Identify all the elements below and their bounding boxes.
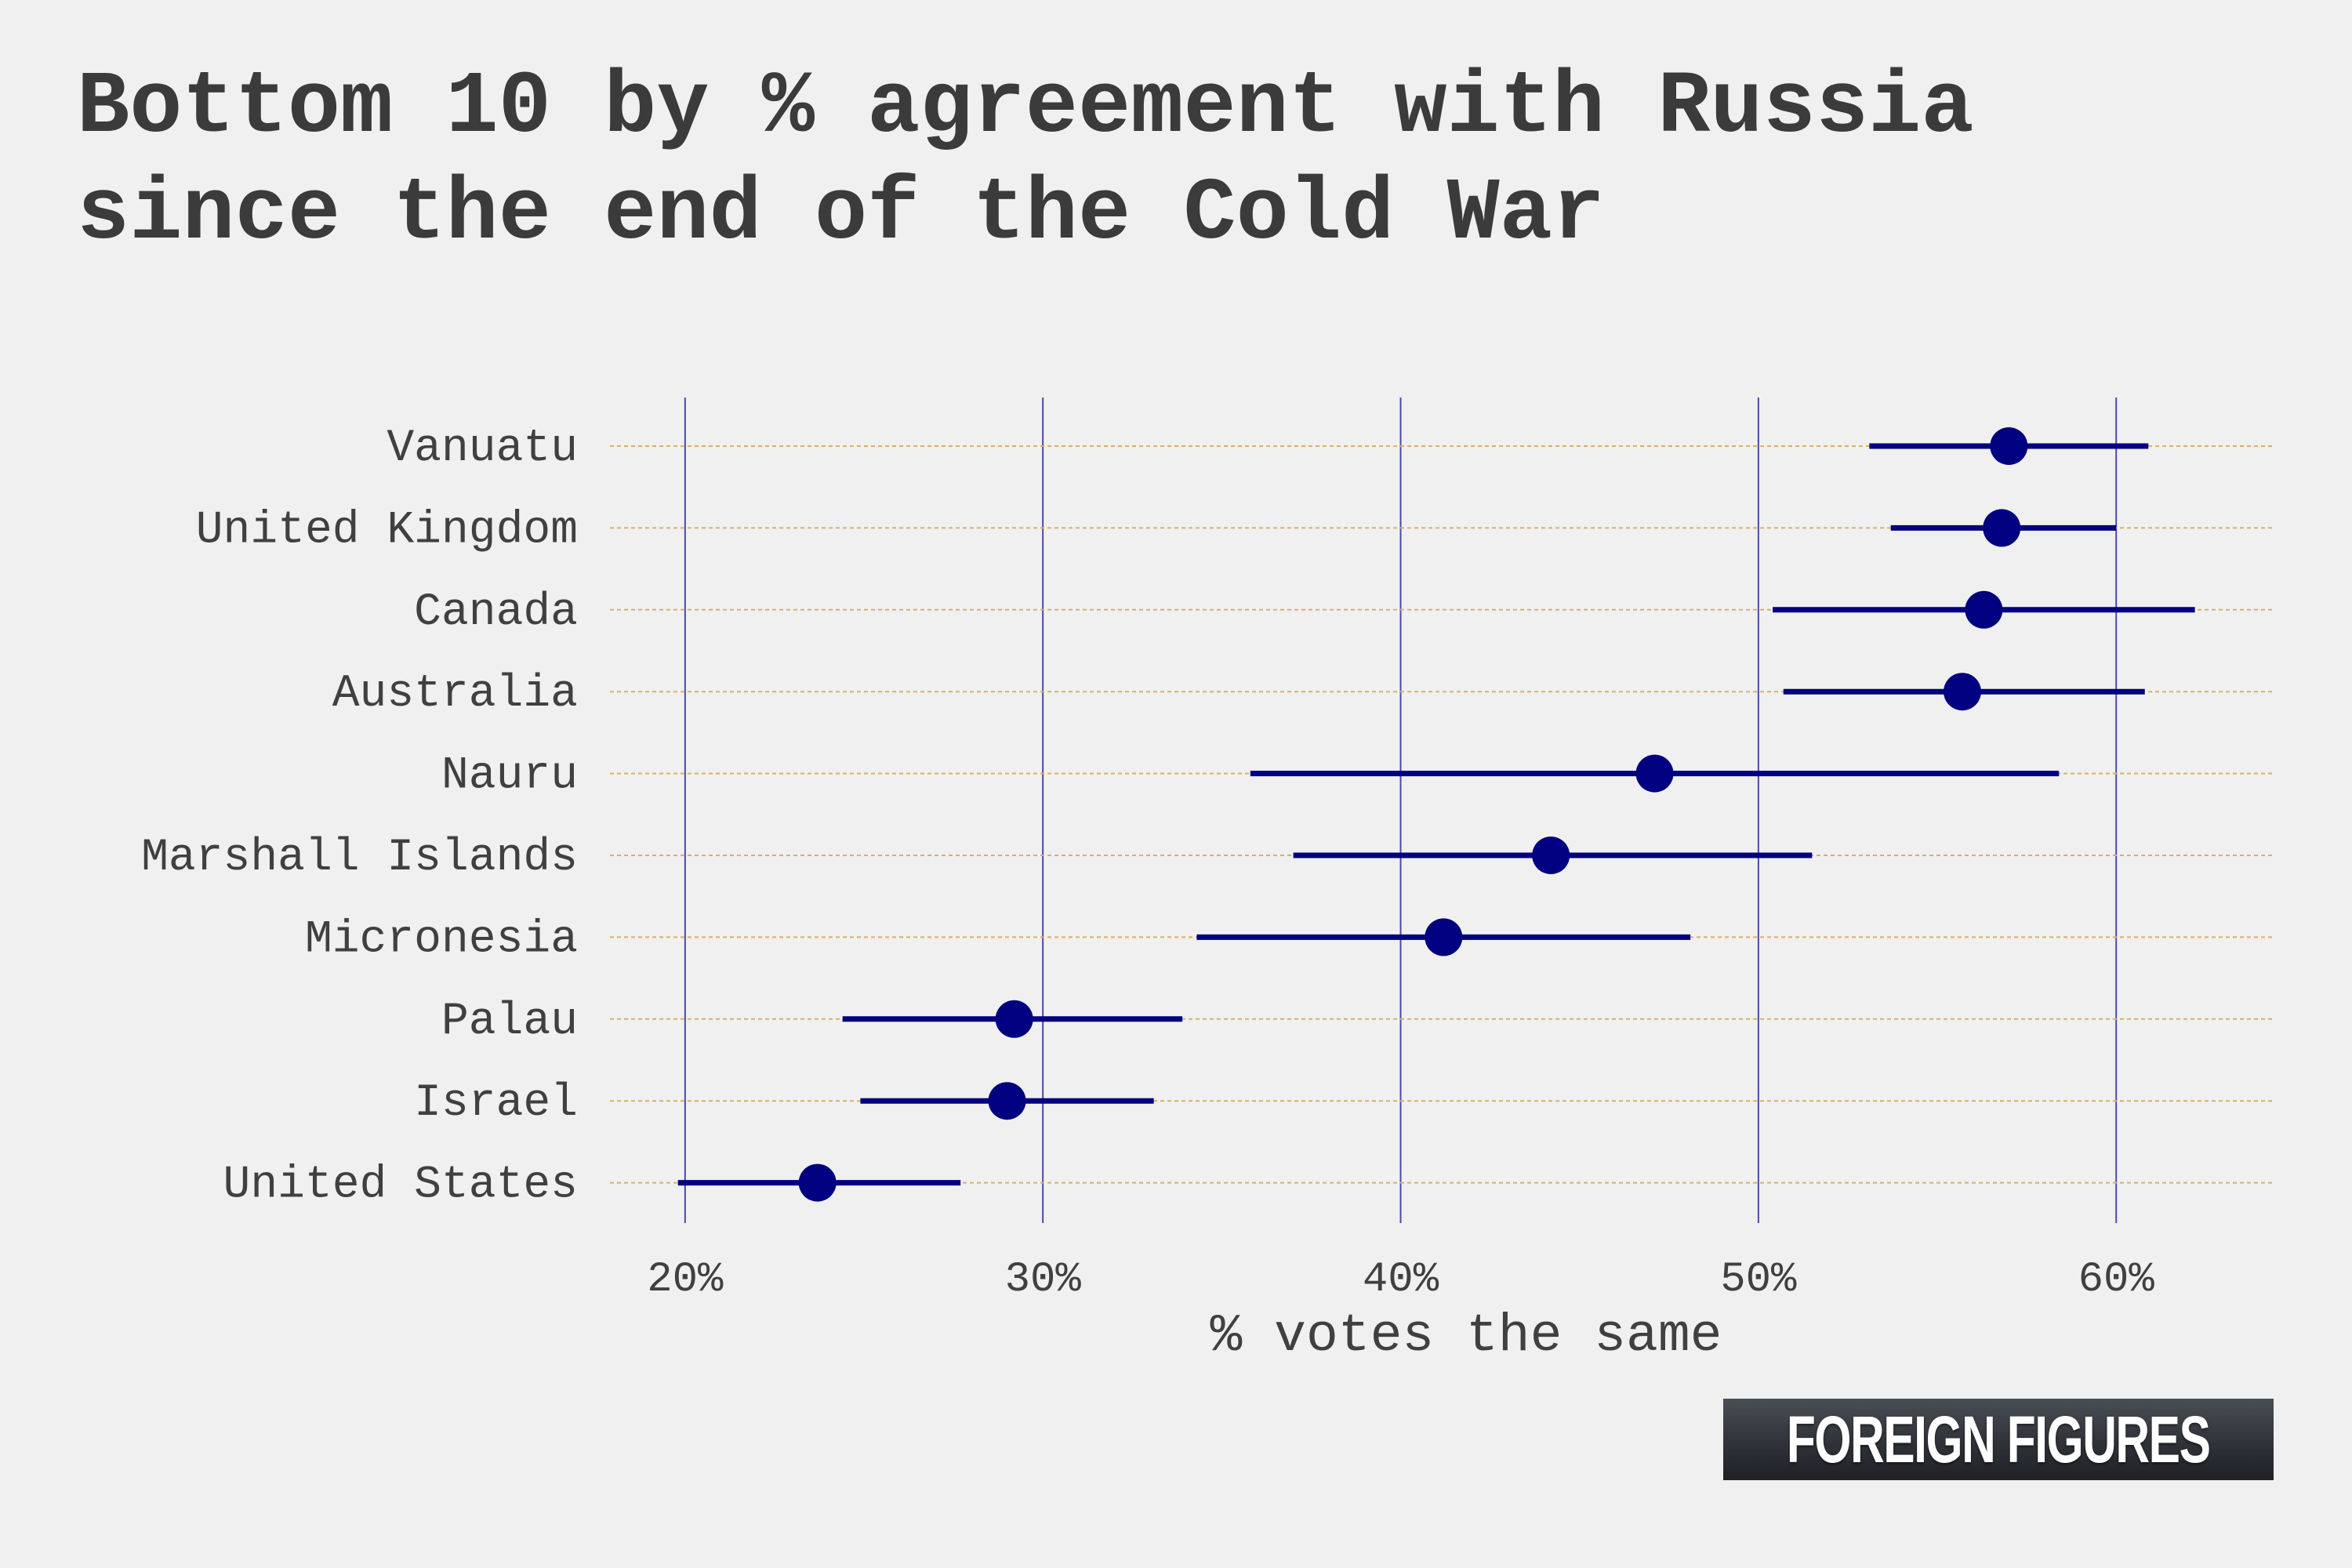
label-layer: 20% 30% 40% 50% 60% Vanuatu United Kingdom Cana… — [141, 423, 2154, 1304]
interval-layer — [677, 443, 2195, 1186]
chart-title: Bottom 10 by % agreement with Russia sin… — [77, 58, 1974, 264]
point-layer — [798, 427, 2028, 1202]
data-point — [988, 1082, 1026, 1120]
data-point — [798, 1163, 837, 1202]
data-point — [995, 1000, 1033, 1038]
country-label: Vanuatu — [387, 423, 578, 474]
data-point — [1983, 509, 2021, 547]
country-label: Canada — [414, 587, 578, 638]
data-point — [1635, 754, 1674, 793]
logo-text: FOREIGN FIGURES — [1787, 1402, 2211, 1476]
country-label: Nauru — [441, 751, 578, 802]
data-point — [1532, 837, 1570, 874]
x-tick-label-50: 50% — [1720, 1256, 1797, 1304]
country-label: Australia — [332, 669, 578, 720]
country-label: United Kingdom — [196, 505, 578, 556]
x-tick-label-40: 40% — [1363, 1256, 1439, 1304]
data-point — [1965, 590, 2003, 629]
row-guide-layer — [610, 445, 2274, 1184]
grid-layer — [684, 397, 2118, 1223]
data-point — [1943, 673, 1981, 711]
data-point — [1990, 427, 2028, 465]
country-label: Israel — [414, 1078, 578, 1129]
country-label: Micronesia — [305, 914, 578, 965]
country-label: Marshall Islands — [141, 833, 578, 884]
country-label: Palau — [441, 996, 578, 1047]
x-tick-label-60: 60% — [2078, 1256, 2155, 1304]
country-label: United States — [223, 1160, 578, 1211]
foreign-figures-logo: FOREIGN FIGURES — [1723, 1399, 2274, 1480]
x-tick-label-20: 20% — [647, 1256, 724, 1304]
x-tick-label-30: 30% — [1005, 1256, 1082, 1304]
x-axis-title: % votes the same — [1210, 1306, 1722, 1367]
data-point — [1425, 918, 1463, 956]
